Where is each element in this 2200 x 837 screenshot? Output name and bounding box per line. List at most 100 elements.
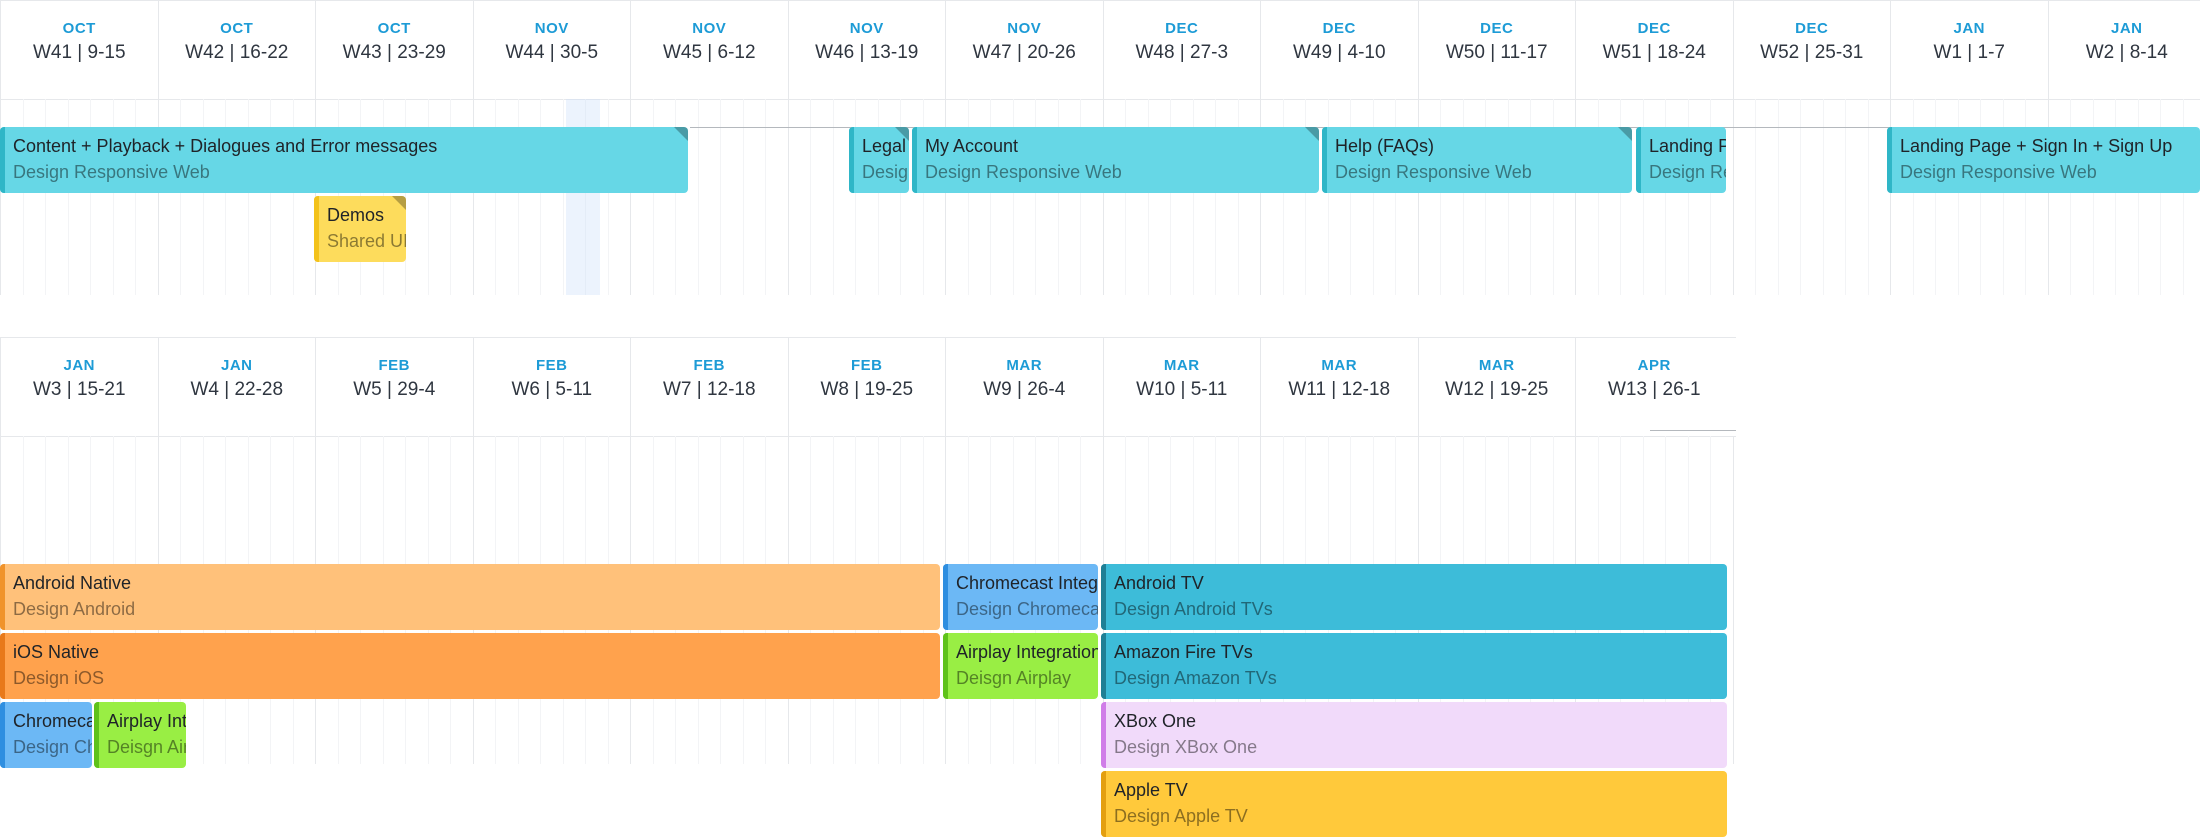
week-number-label: W52 | 25-31 xyxy=(1734,42,1891,64)
week-column-header[interactable]: MAR W9 | 26-4 xyxy=(945,338,1103,436)
dependency-line xyxy=(1650,430,1736,431)
day-grid-line xyxy=(1868,99,1869,295)
task-bar[interactable]: Content + Playback + Dialogues and Error… xyxy=(0,127,688,193)
task-color-stripe xyxy=(0,564,5,630)
task-subtitle: Design Responsive Web xyxy=(862,162,909,183)
task-title: iOS Native xyxy=(13,642,99,663)
task-bar[interactable]: My Account Design Responsive Web xyxy=(912,127,1319,193)
week-number-label: W3 | 15-21 xyxy=(1,379,158,401)
week-grid-line xyxy=(1733,99,1734,295)
task-bar[interactable]: Chromecast IntegrationDesign Chromecast xyxy=(943,564,1098,630)
week-month-label: APR xyxy=(1576,357,1733,374)
task-bar[interactable]: Landing PageDesign Responsive Web xyxy=(1636,127,1726,193)
week-column-header[interactable]: FEB W7 | 12-18 xyxy=(630,338,788,436)
week-column-header[interactable]: NOV W44 | 30-5 xyxy=(473,1,631,99)
task-title: My Account xyxy=(925,136,1018,157)
week-month-label: OCT xyxy=(316,20,473,37)
task-color-stripe xyxy=(943,564,948,630)
day-grid-line xyxy=(1845,99,1846,295)
task-color-stripe xyxy=(1101,771,1106,837)
task-color-stripe xyxy=(314,196,319,262)
task-title: Content + Playback + Dialogues and Error… xyxy=(13,136,437,157)
task-corner-fold-icon xyxy=(674,127,688,141)
week-month-label: OCT xyxy=(1,20,158,37)
week-number-label: W7 | 12-18 xyxy=(631,379,788,401)
week-number-label: W10 | 5-11 xyxy=(1104,379,1261,401)
task-color-stripe xyxy=(0,127,5,193)
task-bar[interactable]: Help (FAQs)Design Responsive Web xyxy=(1322,127,1632,193)
task-color-stripe xyxy=(849,127,854,193)
week-number-label: W50 | 11-17 xyxy=(1419,42,1576,64)
task-color-stripe xyxy=(1636,127,1641,193)
task-subtitle: Design Responsive Web xyxy=(925,162,1122,183)
task-color-stripe xyxy=(0,633,5,699)
task-title: Landing Page xyxy=(1649,136,1726,157)
day-grid-line xyxy=(833,99,834,295)
week-month-label: MAR xyxy=(946,357,1103,374)
week-number-label: W44 | 30-5 xyxy=(474,42,631,64)
task-color-stripe xyxy=(0,702,5,768)
task-subtitle: Design Chromecast xyxy=(956,599,1098,620)
task-subtitle: Design Responsive Web xyxy=(13,162,210,183)
task-title: Airplay Integration xyxy=(107,711,186,732)
week-month-label: DEC xyxy=(1104,20,1261,37)
task-subtitle: Design XBox One xyxy=(1114,737,1257,758)
task-title: Apple TV xyxy=(1114,780,1188,801)
task-bar[interactable]: Legal Design Responsive Web xyxy=(849,127,909,193)
task-title: Airplay Integration xyxy=(956,642,1098,663)
week-month-label: FEB xyxy=(631,357,788,374)
task-subtitle: Design Chromecast xyxy=(13,737,92,758)
week-month-label: JAN xyxy=(159,357,316,374)
task-corner-fold-icon xyxy=(1305,127,1319,141)
task-corner-fold-icon xyxy=(1618,127,1632,141)
week-grid-line xyxy=(1733,436,1734,764)
task-title: Legal xyxy=(862,136,906,157)
day-grid-line xyxy=(1778,99,1779,295)
week-number-label: W9 | 26-4 xyxy=(946,379,1103,401)
week-month-label: NOV xyxy=(474,20,631,37)
task-bar[interactable]: ChromecastDesign Chromecast xyxy=(0,702,92,768)
task-color-stripe xyxy=(1322,127,1327,193)
week-month-label: DEC xyxy=(1261,20,1418,37)
task-title: Help (FAQs) xyxy=(1335,136,1434,157)
week-number-label: W5 | 29-4 xyxy=(316,379,473,401)
week-month-label: NOV xyxy=(946,20,1103,37)
day-grid-line xyxy=(765,99,766,295)
